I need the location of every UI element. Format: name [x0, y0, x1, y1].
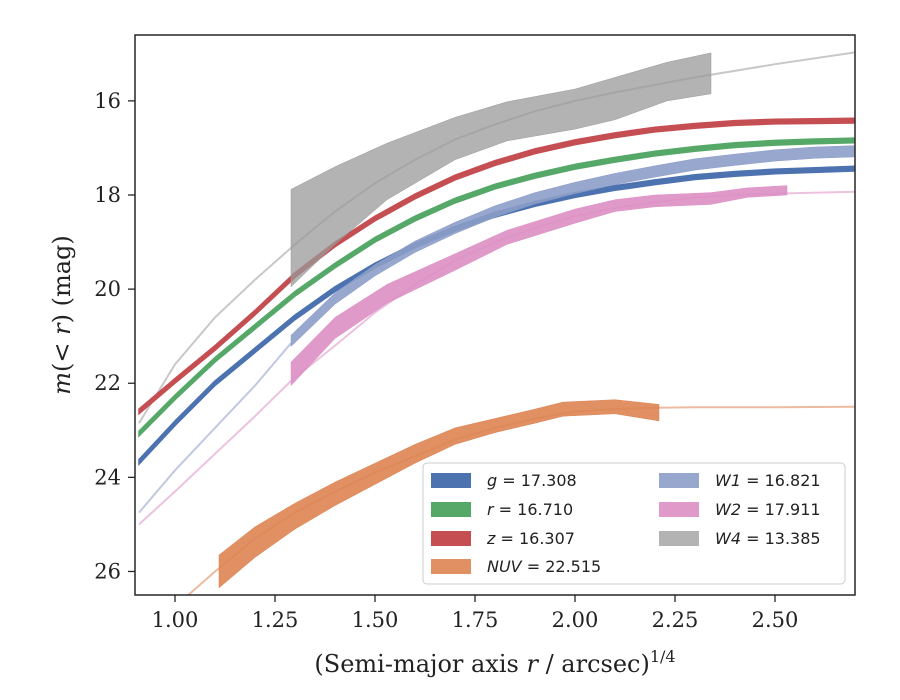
y-tick-label-24: 24	[94, 465, 121, 489]
legend-entry-r: r = 16.710	[431, 500, 573, 519]
legend-entry-z: z = 16.307	[431, 529, 575, 548]
legend-label-nuv: NUV = 22.515	[487, 557, 601, 576]
series-band-w4	[290, 52, 712, 288]
series-band-nuv	[218, 399, 660, 589]
x-tick-label-1-25: 1.25	[252, 608, 299, 632]
legend-label-w1: W1 = 16.821	[715, 471, 821, 490]
x-axis-label: (Semi-major axis r / arcsec)1/4	[314, 647, 675, 678]
x-tick-label-2-50: 2.50	[752, 608, 799, 632]
series-line-w1	[138, 342, 292, 514]
series-band-w1	[290, 145, 855, 348]
legend-entry-w2: W2 = 17.911	[659, 500, 821, 519]
legend-label-z: z = 16.307	[486, 529, 575, 548]
legend-swatch-w2	[659, 502, 699, 517]
legend-label-w4: W4 = 13.385	[715, 529, 821, 548]
series-band-w2	[290, 185, 788, 387]
legend-label-g: g = 17.308	[487, 471, 577, 490]
legend-label-r: r = 16.710	[487, 500, 573, 519]
y-tick-label-20: 20	[94, 277, 121, 301]
legend-entry-w4: W4 = 13.385	[659, 529, 821, 548]
x-tick-label-1-00: 1.00	[152, 608, 199, 632]
legend-entry-nuv: NUV = 22.515	[431, 557, 601, 576]
legend-swatch-w1	[659, 473, 699, 488]
plot-frame	[134, 34, 856, 596]
y-tick-label-18: 18	[94, 183, 121, 207]
legend-swatch-w4	[659, 531, 699, 546]
x-tick-label-1-50: 1.50	[352, 608, 399, 632]
y-axis: 16 18 20 22 24 26	[94, 89, 135, 583]
y-tick-label-16: 16	[94, 89, 121, 113]
x-axis: 1.00 1.25 1.50 1.75 2.00 2.25 2.50	[152, 595, 799, 632]
legend-swatch-r	[431, 502, 471, 517]
series-band-z	[138, 117, 855, 416]
x-tick-label-2-00: 2.00	[552, 608, 599, 632]
legend-entry-g: g = 17.308	[431, 471, 577, 490]
x-tick-label-2-25: 2.25	[652, 608, 699, 632]
y-tick-label-26: 26	[94, 559, 121, 583]
x-tick-label-1-75: 1.75	[452, 608, 499, 632]
legend-swatch-g	[431, 473, 471, 488]
legend-label-w2: W2 = 17.911	[715, 500, 821, 519]
legend-swatch-nuv	[431, 559, 471, 574]
plot-area	[138, 51, 855, 595]
series-band-r	[138, 137, 855, 438]
y-tick-label-22: 22	[94, 371, 121, 395]
legend-entry-w1: W1 = 16.821	[659, 471, 821, 490]
legend-swatch-z	[431, 531, 471, 546]
legend: g = 17.308 r = 16.710 z = 16.307 NUV = 22.5…	[422, 462, 846, 585]
y-axis-label: m(< r) (mag)	[48, 235, 76, 395]
legend-box	[422, 462, 846, 585]
